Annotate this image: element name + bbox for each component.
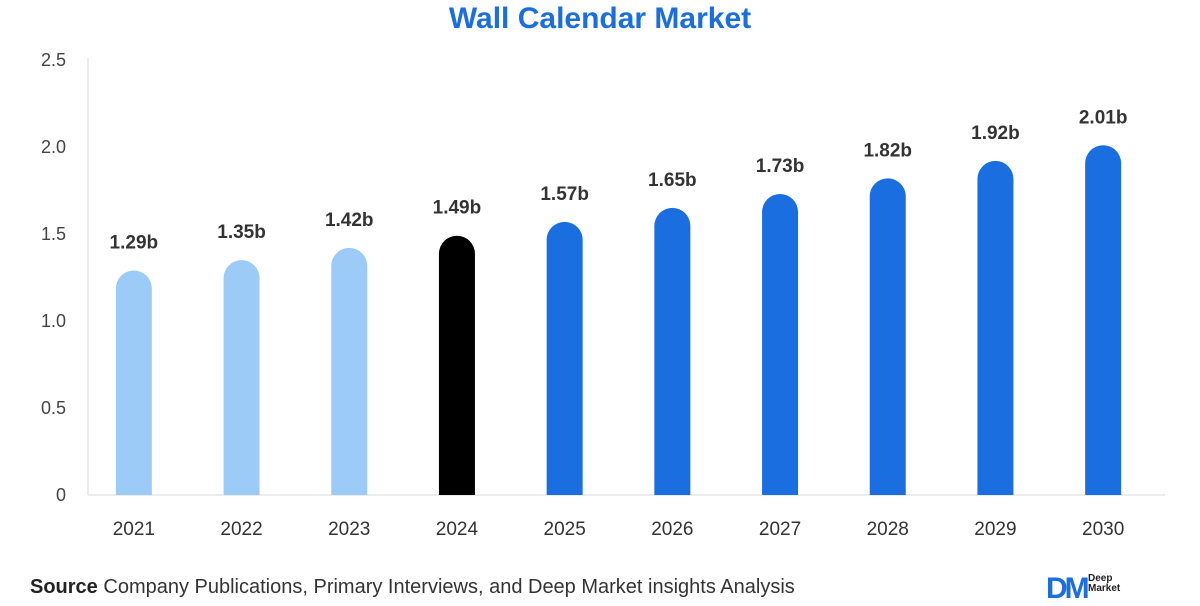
y-tick-label: 2.5 — [41, 50, 66, 70]
brand-name-line1: Deep — [1088, 573, 1113, 584]
bar-2028 — [869, 178, 906, 495]
x-tick-label-2030: 2030 — [1082, 519, 1124, 540]
bar-2026 — [654, 207, 691, 495]
data-label-2028: 1.82b — [863, 140, 912, 161]
x-tick-label-2024: 2024 — [436, 519, 479, 540]
brand-name-line2: Market — [1088, 583, 1121, 594]
bar-2027 — [762, 193, 799, 496]
data-label-2023: 1.42b — [325, 210, 374, 231]
x-tick-label-2026: 2026 — [651, 519, 693, 540]
bar-2022 — [223, 260, 260, 495]
bar-2029 — [977, 160, 1014, 496]
x-tick-label-2029: 2029 — [974, 519, 1016, 540]
data-label-2030: 2.01b — [1079, 107, 1128, 128]
brand-logo: DM Deep Market — [1046, 572, 1166, 605]
y-tick-label: 1.0 — [41, 311, 66, 331]
data-label-2025: 1.57b — [540, 184, 589, 205]
x-tick-label-2028: 2028 — [867, 519, 909, 540]
y-tick-label: 0.5 — [41, 398, 66, 418]
x-tick-label-2027: 2027 — [759, 519, 801, 540]
y-tick-label: 1.5 — [41, 224, 66, 244]
x-tick-label-2025: 2025 — [544, 519, 586, 540]
bar-2021 — [115, 270, 152, 495]
x-tick-label-2022: 2022 — [220, 519, 262, 540]
x-tick-label-2021: 2021 — [113, 519, 155, 540]
y-tick-label: 2.0 — [41, 137, 66, 157]
data-label-2029: 1.92b — [971, 123, 1020, 144]
bar-2023 — [331, 247, 368, 495]
bar-2030 — [1085, 145, 1122, 495]
data-label-2024: 1.49b — [433, 198, 482, 219]
data-label-2026: 1.65b — [648, 170, 697, 191]
brand-name: Deep Market — [1088, 574, 1148, 594]
source-label: Source — [30, 576, 98, 598]
data-label-2027: 1.73b — [756, 156, 805, 177]
x-tick-label-2023: 2023 — [328, 519, 370, 540]
source-note: Source Company Publications, Primary Int… — [30, 576, 795, 599]
bar-2024 — [438, 235, 475, 496]
brand-mark: DM — [1046, 572, 1090, 605]
data-label-2021: 1.29b — [110, 233, 159, 254]
source-text: Company Publications, Primary Interviews… — [103, 576, 795, 598]
data-label-2022: 1.35b — [217, 222, 266, 243]
y-tick-label: 0 — [56, 485, 66, 505]
bar-2025 — [546, 221, 583, 495]
chart-title: Wall Calendar Market — [448, 2, 752, 35]
